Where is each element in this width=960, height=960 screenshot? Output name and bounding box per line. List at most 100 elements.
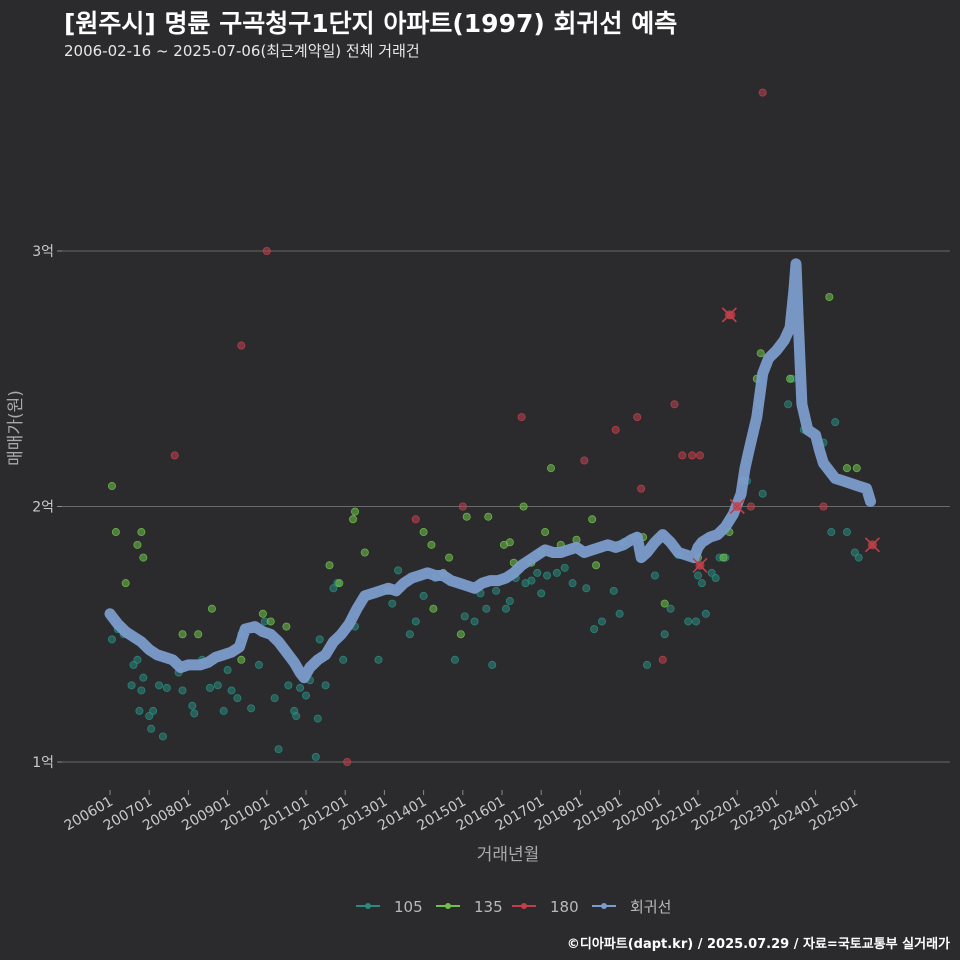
point-180-14 <box>688 451 697 460</box>
point-135-10 <box>258 609 267 618</box>
highlight-dot-1 <box>695 560 705 570</box>
point-180-6 <box>517 413 526 422</box>
point-180-5 <box>458 502 467 511</box>
point-105-8 <box>139 673 148 682</box>
point-105-78 <box>643 660 652 669</box>
point-105-6 <box>135 706 144 715</box>
point-180-9 <box>633 413 642 422</box>
point-105-3 <box>127 681 136 690</box>
point-135-50 <box>852 464 861 473</box>
point-105-85 <box>694 571 703 580</box>
chart-title: [원주시] 명륜 구곡청구1단지 아파트(1997) 회귀선 예측 <box>64 9 678 38</box>
point-105-32 <box>284 681 293 690</box>
point-135-16 <box>350 507 359 516</box>
point-105-17 <box>188 701 197 710</box>
point-105-11 <box>149 706 158 715</box>
point-105-21 <box>213 681 222 690</box>
point-105-81 <box>666 604 675 613</box>
highlight-dot-0 <box>724 310 734 320</box>
y-tick-label-2: 3억 <box>32 244 54 260</box>
point-180-13 <box>678 451 687 460</box>
point-105-12 <box>154 681 163 690</box>
chart-subtitle: 2006-02-16 ~ 2025-07-06(최근계약일) 전체 거래건 <box>64 42 420 60</box>
legend-dot-0 <box>365 903 371 909</box>
regression-line-layer <box>104 258 876 684</box>
point-105-79 <box>650 571 659 580</box>
point-105-53 <box>450 655 459 664</box>
point-180-1 <box>237 341 246 350</box>
highlight-dot-2 <box>732 502 742 511</box>
point-180-3 <box>343 758 352 767</box>
point-135-11 <box>266 617 275 626</box>
point-135-37 <box>588 515 597 524</box>
point-105-100 <box>827 528 836 537</box>
point-180-7 <box>580 456 589 465</box>
x-axis-title: 거래년월 <box>477 845 540 865</box>
point-180-18 <box>758 88 767 97</box>
point-105-30 <box>270 694 279 703</box>
legend-label-0: 105 <box>394 898 423 916</box>
point-105-65 <box>533 568 542 577</box>
point-105-18 <box>190 709 199 718</box>
y-tick-label-1: 2억 <box>32 500 54 516</box>
point-135-2 <box>121 579 130 588</box>
point-105-49 <box>405 630 414 639</box>
legend-dot-1 <box>445 903 451 909</box>
point-135-4 <box>137 528 146 537</box>
point-105-48 <box>394 566 403 575</box>
point-105-57 <box>482 604 491 613</box>
point-105-0 <box>107 635 116 644</box>
point-180-19 <box>819 502 828 511</box>
legend: 105 135 180 회귀선 <box>356 898 671 916</box>
point-105-50 <box>411 617 420 626</box>
point-105-55 <box>470 617 479 626</box>
point-105-102 <box>842 528 851 537</box>
point-105-66 <box>537 589 546 598</box>
point-180-11 <box>658 655 667 664</box>
point-135-15 <box>349 515 358 524</box>
point-105-83 <box>684 617 693 626</box>
point-105-25 <box>233 694 242 703</box>
point-105-59 <box>492 586 501 595</box>
point-180-0 <box>170 451 179 460</box>
point-135-17 <box>360 548 369 557</box>
point-105-95 <box>758 489 767 498</box>
point-105-96 <box>784 400 793 409</box>
point-105-101 <box>831 418 840 427</box>
point-105-36 <box>301 691 310 700</box>
point-135-23 <box>445 553 454 562</box>
point-135-7 <box>194 630 203 639</box>
legend-dot-3 <box>601 903 607 909</box>
point-105-58 <box>488 660 497 669</box>
point-105-61 <box>505 597 514 606</box>
point-105-14 <box>162 683 171 692</box>
point-135-1 <box>111 528 120 537</box>
point-105-41 <box>321 681 330 690</box>
point-105-68 <box>552 568 561 577</box>
point-135-20 <box>427 540 436 549</box>
point-105-16 <box>178 686 187 695</box>
point-135-38 <box>592 561 601 570</box>
point-180-17 <box>746 502 755 511</box>
point-135-21 <box>429 604 438 613</box>
point-135-13 <box>325 561 334 570</box>
point-105-34 <box>292 712 301 721</box>
point-105-60 <box>501 604 510 613</box>
point-105-67 <box>543 571 552 580</box>
point-105-89 <box>711 574 720 583</box>
point-105-75 <box>615 609 624 618</box>
point-180-12 <box>670 400 679 409</box>
point-135-12 <box>282 622 291 631</box>
y-axis-ticks: 1억 2억 3억 <box>32 244 62 771</box>
point-105-20 <box>205 683 214 692</box>
point-105-28 <box>254 660 263 669</box>
point-105-47 <box>388 599 397 608</box>
point-105-86 <box>697 579 706 588</box>
legend-item-1: 135 <box>436 898 503 916</box>
highlight-dot-3 <box>867 540 877 550</box>
point-105-40 <box>315 635 324 644</box>
point-135-0 <box>107 482 116 491</box>
point-105-71 <box>582 584 591 593</box>
point-105-70 <box>568 579 577 588</box>
point-105-74 <box>609 586 618 595</box>
